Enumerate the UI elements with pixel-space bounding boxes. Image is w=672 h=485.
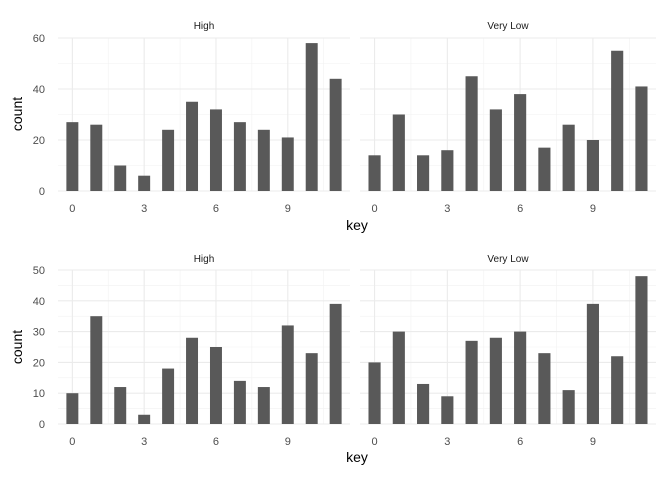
bar-very-low-key-10 xyxy=(611,50,624,191)
bar-high-key-8 xyxy=(257,129,270,191)
x-tick-label: 0 xyxy=(371,203,377,215)
facet-strip-label: Very Low xyxy=(487,21,529,32)
bar-high-key-0 xyxy=(66,393,79,424)
y-axis-title: count xyxy=(9,97,25,131)
bar-very-low-key-0 xyxy=(368,362,381,424)
bar-high-key-10 xyxy=(305,43,318,191)
bar-high-key-5 xyxy=(186,337,199,424)
bar-very-low-key-4 xyxy=(465,76,478,191)
bar-very-low-key-1 xyxy=(392,114,405,191)
bar-high-key-9 xyxy=(281,325,294,424)
y-tick-label: 30 xyxy=(33,327,45,339)
bar-high-key-8 xyxy=(257,387,270,424)
bar-very-low-key-8 xyxy=(562,124,575,191)
bar-very-low-key-5 xyxy=(489,109,502,191)
bar-very-low-key-11 xyxy=(635,86,648,191)
y-tick-label: 50 xyxy=(33,265,45,277)
x-tick-label: 6 xyxy=(213,203,219,215)
y-tick-label: 40 xyxy=(33,296,45,308)
bar-high-key-1 xyxy=(90,316,103,424)
bar-very-low-key-5 xyxy=(489,337,502,424)
x-tick-label: 9 xyxy=(590,203,596,215)
bar-high-key-7 xyxy=(233,380,246,424)
x-tick-label: 9 xyxy=(285,436,291,448)
bar-very-low-key-8 xyxy=(562,390,575,424)
bar-very-low-key-3 xyxy=(441,396,454,424)
x-tick-label: 6 xyxy=(517,436,523,448)
bar-very-low-key-7 xyxy=(538,353,551,424)
x-tick-label: 3 xyxy=(141,436,147,448)
bar-very-low-key-6 xyxy=(514,331,527,424)
facet-strip-label: High xyxy=(194,254,215,265)
x-tick-label: 9 xyxy=(285,203,291,215)
y-tick-label: 0 xyxy=(39,419,45,431)
bar-very-low-key-10 xyxy=(611,356,624,424)
y-tick-label: 20 xyxy=(33,357,45,369)
y-tick-label: 40 xyxy=(33,84,45,96)
bar-very-low-key-3 xyxy=(441,150,454,191)
bar-high-key-11 xyxy=(329,78,342,191)
bar-high-key-7 xyxy=(233,122,246,191)
bar-high-key-10 xyxy=(305,353,318,424)
bar-high-key-0 xyxy=(66,122,79,191)
bar-high-key-5 xyxy=(186,101,199,191)
x-tick-label: 0 xyxy=(371,436,377,448)
x-tick-label: 3 xyxy=(444,436,450,448)
y-axis-title: count xyxy=(9,330,25,364)
bar-very-low-key-4 xyxy=(465,340,478,424)
facet-strip-label: High xyxy=(194,21,215,32)
x-tick-label: 3 xyxy=(141,203,147,215)
x-tick-label: 3 xyxy=(444,203,450,215)
bar-high-key-3 xyxy=(138,175,151,191)
x-tick-label: 6 xyxy=(517,203,523,215)
bar-very-low-key-2 xyxy=(417,383,430,424)
bar-high-key-2 xyxy=(114,387,127,424)
bar-high-key-3 xyxy=(138,414,151,424)
bar-very-low-key-2 xyxy=(417,155,430,191)
y-tick-label: 10 xyxy=(33,388,45,400)
bar-very-low-key-1 xyxy=(392,331,405,424)
x-tick-label: 0 xyxy=(69,436,75,448)
bar-very-low-key-9 xyxy=(586,140,599,191)
bar-high-key-4 xyxy=(162,368,175,424)
x-axis-title: key xyxy=(346,217,368,233)
bar-very-low-key-9 xyxy=(586,303,599,424)
x-tick-label: 9 xyxy=(590,436,596,448)
y-tick-label: 0 xyxy=(39,186,45,198)
x-tick-label: 6 xyxy=(213,436,219,448)
bar-high-key-6 xyxy=(209,109,222,191)
x-tick-label: 0 xyxy=(69,203,75,215)
bar-very-low-key-6 xyxy=(514,94,527,191)
y-tick-label: 60 xyxy=(33,33,45,45)
y-tick-label: 20 xyxy=(33,135,45,147)
bar-very-low-key-0 xyxy=(368,155,381,191)
bar-very-low-key-11 xyxy=(635,276,648,424)
bar-high-key-1 xyxy=(90,124,103,191)
bar-high-key-11 xyxy=(329,303,342,424)
facet-strip-label: Very Low xyxy=(487,254,529,265)
bar-high-key-4 xyxy=(162,129,175,191)
bar-high-key-9 xyxy=(281,137,294,191)
bar-very-low-key-7 xyxy=(538,147,551,191)
x-axis-title: key xyxy=(346,449,368,465)
bar-high-key-6 xyxy=(209,347,222,424)
bar-high-key-2 xyxy=(114,165,127,191)
